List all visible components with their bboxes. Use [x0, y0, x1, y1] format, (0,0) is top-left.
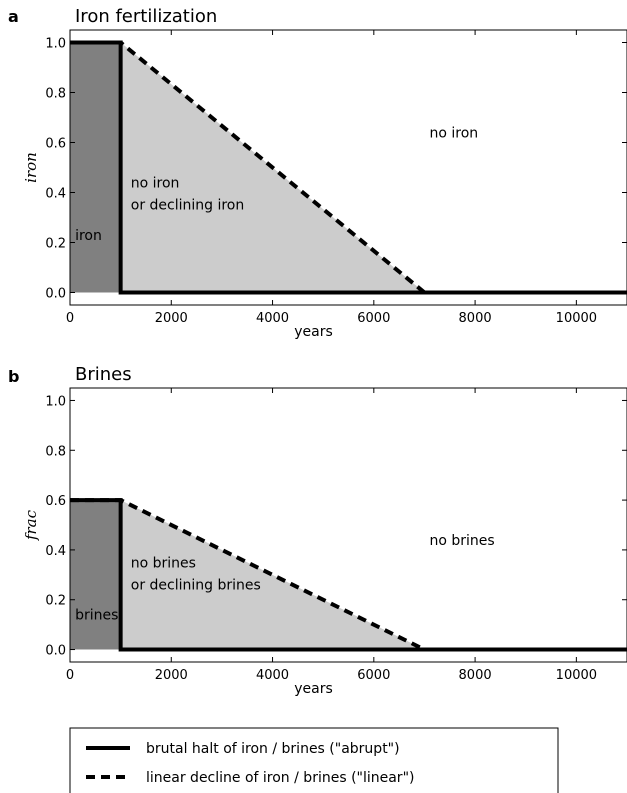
x-tick-label: 0 — [66, 311, 74, 326]
region-annotation: no brines or declining brines — [131, 555, 261, 593]
series-line-abrupt — [70, 498, 627, 652]
x-tick-label: 10000 — [556, 668, 597, 683]
y-tick-label: 1.0 — [45, 37, 66, 52]
x-tick-label: 2000 — [155, 311, 188, 326]
panel-title: Iron fertilization — [75, 6, 217, 27]
y-axis-label: iron — [22, 152, 40, 183]
y-tick-label: 0.4 — [45, 544, 66, 559]
x-tick-label: 8000 — [459, 311, 492, 326]
region-fill — [70, 500, 121, 650]
x-axis-label: years — [294, 681, 333, 697]
axes-frame — [69, 29, 627, 306]
legend-box — [69, 727, 559, 793]
region-annotation: brines — [75, 608, 118, 624]
region-fill — [70, 42, 121, 293]
legend-label-linear: linear decline of iron / brines ("linear… — [146, 770, 414, 786]
region-annotation: no brines — [430, 533, 495, 549]
x-tick-label: 0 — [66, 668, 74, 683]
y-tick-label: 0.4 — [45, 187, 66, 202]
region-annotation: no iron or declining iron — [131, 176, 245, 214]
panel-a: 0 2000 4000 6000 8000 10000 0.0 0.2 0.4 0.6 0.8 1.0… — [8, 6, 627, 340]
x-tick-label: 6000 — [357, 668, 390, 683]
series-line-linear — [70, 40, 627, 295]
x-tick-label: 8000 — [459, 668, 492, 683]
y-tick-label: 0.8 — [45, 444, 66, 459]
y-tick-label: 0.8 — [45, 87, 66, 102]
x-tick-label: 6000 — [357, 311, 390, 326]
x-tick-label: 10000 — [556, 311, 597, 326]
x-tick-label: 4000 — [256, 668, 289, 683]
region-annotation: iron — [75, 228, 102, 244]
region-annotation: no iron — [430, 126, 479, 142]
y-tick-label: 0.2 — [45, 237, 66, 252]
y-tick-label: 0.6 — [45, 137, 66, 152]
axes-frame — [69, 387, 627, 663]
panel-title: Brines — [75, 364, 132, 385]
x-axis-label: years — [294, 324, 333, 340]
y-axis-label: frac — [22, 509, 40, 541]
y-tick-label: 0.0 — [45, 644, 66, 659]
series-line-abrupt — [70, 40, 627, 295]
legend-label-abrupt: brutal halt of iron / brines ("abrupt") — [146, 741, 400, 757]
panel-letter: a — [8, 7, 19, 26]
x-tick-label: 4000 — [256, 311, 289, 326]
y-tick-label: 0.0 — [45, 287, 66, 302]
x-tick-label: 2000 — [155, 668, 188, 683]
y-tick-label: 1.0 — [45, 394, 66, 409]
panel-letter: b — [8, 367, 19, 386]
y-tick-label: 0.2 — [45, 594, 66, 609]
panel-b: 0 2000 4000 6000 8000 10000 0.0 0.2 0.4 0.6 0.8 1.0… — [8, 364, 627, 697]
y-tick-label: 0.6 — [45, 494, 66, 509]
legend: brutal halt of iron / brines ("abrupt") … — [69, 727, 559, 793]
